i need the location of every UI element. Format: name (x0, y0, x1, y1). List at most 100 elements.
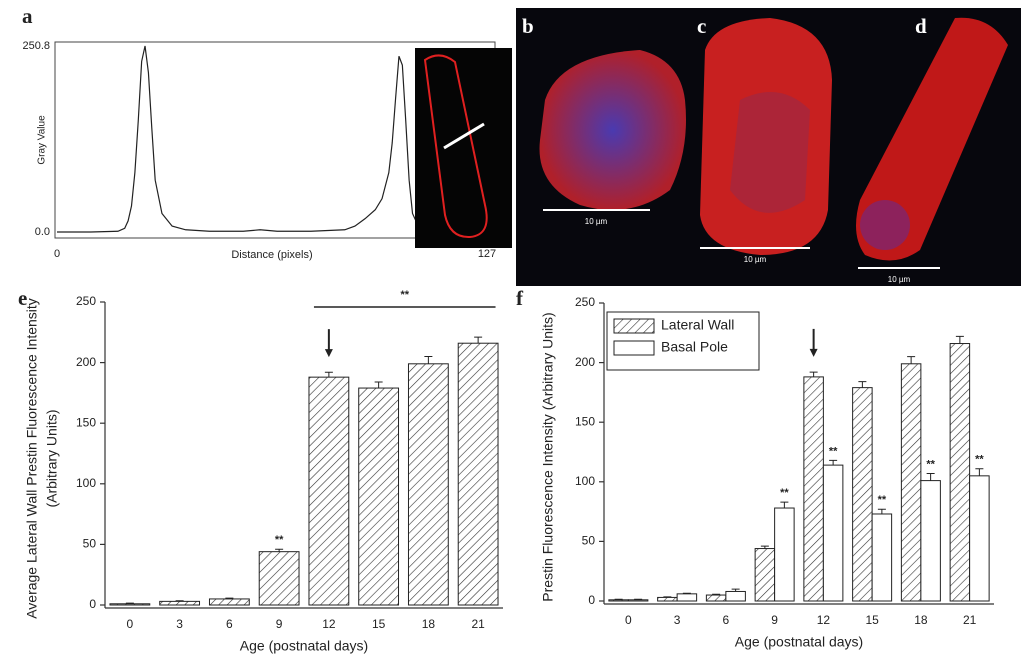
error-bar (324, 371, 333, 378)
profile-line (57, 45, 487, 233)
panel-label: f (516, 286, 524, 310)
scale-label: 10 µm (888, 275, 911, 284)
error-bar (907, 356, 916, 364)
y-tick-label: 0 (588, 593, 595, 607)
error-bar (955, 335, 964, 344)
bar (308, 376, 350, 606)
y-tick-label: 200 (76, 355, 96, 369)
arrow-head (324, 349, 333, 358)
y-tick-label: 150 (76, 415, 96, 429)
bar (358, 387, 400, 606)
bar (822, 464, 844, 602)
error-bar (829, 459, 838, 466)
error-bar (858, 381, 867, 388)
bar (705, 594, 727, 602)
cell-d (856, 17, 1008, 261)
x-tick-label: 21 (963, 613, 977, 627)
x-tick-label: 15 (372, 617, 386, 631)
y-axis-label: Prestin Fluorescence Intensity (Arbitrar… (540, 312, 556, 601)
error-bar (275, 548, 284, 552)
cell-d-nucleus (860, 200, 910, 250)
bar (803, 376, 824, 602)
panel-label: b (522, 14, 534, 38)
x-tick-label: 127 (478, 248, 496, 260)
x-tick-label: 0 (127, 617, 134, 631)
cell-b (539, 50, 686, 210)
bar (969, 475, 990, 602)
bar (457, 342, 499, 606)
x-tick-label: 3 (176, 617, 183, 631)
cell-c-nucleus (730, 92, 810, 213)
x-axis-label: Distance (pixels) (231, 249, 312, 261)
error-bar (877, 508, 886, 514)
error-bar (975, 468, 984, 476)
x-tick-label: 9 (276, 617, 283, 631)
x-tick-label: 12 (817, 613, 831, 627)
y-tick-label: 150 (575, 414, 595, 428)
error-bar (760, 545, 769, 549)
x-tick-label: 0 (54, 248, 60, 260)
error-bar (225, 597, 234, 599)
error-bar (634, 598, 643, 600)
bar (657, 596, 678, 602)
error-bar (474, 336, 483, 344)
x-tick-label: 18 (422, 617, 436, 631)
error-bar (780, 501, 789, 509)
error-bar (682, 592, 691, 594)
y-tick-label: 0.0 (35, 226, 50, 238)
significance-label: ** (926, 458, 935, 470)
bar (900, 363, 922, 602)
inset-cell (423, 54, 488, 239)
error-bar (374, 381, 383, 389)
y-tick-label: 250.8 (22, 40, 50, 52)
inset-image (415, 48, 512, 248)
bracket-label: ** (400, 289, 409, 301)
y-tick-label: 100 (575, 474, 595, 488)
legend-swatch (613, 340, 655, 356)
error-bar (125, 602, 134, 604)
panel-label: a (22, 4, 33, 28)
bar (208, 598, 250, 606)
bar (871, 513, 893, 602)
bar (676, 593, 698, 602)
bar (109, 603, 151, 606)
panel-label: c (697, 14, 706, 38)
x-axis-label: Age (postnatal days) (735, 634, 863, 650)
panel-label: e (18, 286, 27, 310)
bar (725, 590, 746, 602)
legend-label: Lateral Wall (661, 317, 734, 333)
scale-label: 10 µm (744, 255, 767, 264)
y-axis-label: Average Lateral Wall Prestin Fluorescenc… (24, 298, 40, 619)
bar (852, 387, 873, 602)
significance-label: ** (975, 454, 984, 466)
y-tick-label: 200 (575, 355, 595, 369)
significance-label: ** (878, 494, 887, 506)
error-bar (809, 371, 818, 377)
significance-label: ** (275, 534, 284, 546)
micrographs: 10 µm 10 µm 10 µm b c d (516, 8, 1021, 286)
x-tick-label: 18 (914, 613, 928, 627)
x-tick-label: 15 (865, 613, 879, 627)
x-tick-label: 6 (226, 617, 233, 631)
x-tick-label: 12 (322, 617, 336, 631)
error-bar (712, 593, 721, 596)
bar (949, 343, 971, 602)
significance-label: ** (829, 445, 838, 457)
y-tick-label: 250 (575, 295, 595, 309)
bar (754, 548, 776, 602)
bar (627, 599, 649, 602)
bar (407, 363, 449, 606)
x-tick-label: 3 (674, 613, 681, 627)
bar (159, 600, 201, 606)
bar (920, 480, 941, 602)
panel-label: d (915, 14, 927, 38)
error-bar (926, 472, 935, 481)
error-bar (663, 596, 672, 598)
error-bar (731, 588, 740, 592)
arrow-head (809, 348, 818, 357)
y-tick-label: 50 (582, 534, 596, 548)
legend-label: Basal Pole (661, 339, 728, 355)
x-tick-label: 21 (471, 617, 485, 631)
bar (258, 551, 300, 606)
inset-profile-line (443, 122, 485, 150)
